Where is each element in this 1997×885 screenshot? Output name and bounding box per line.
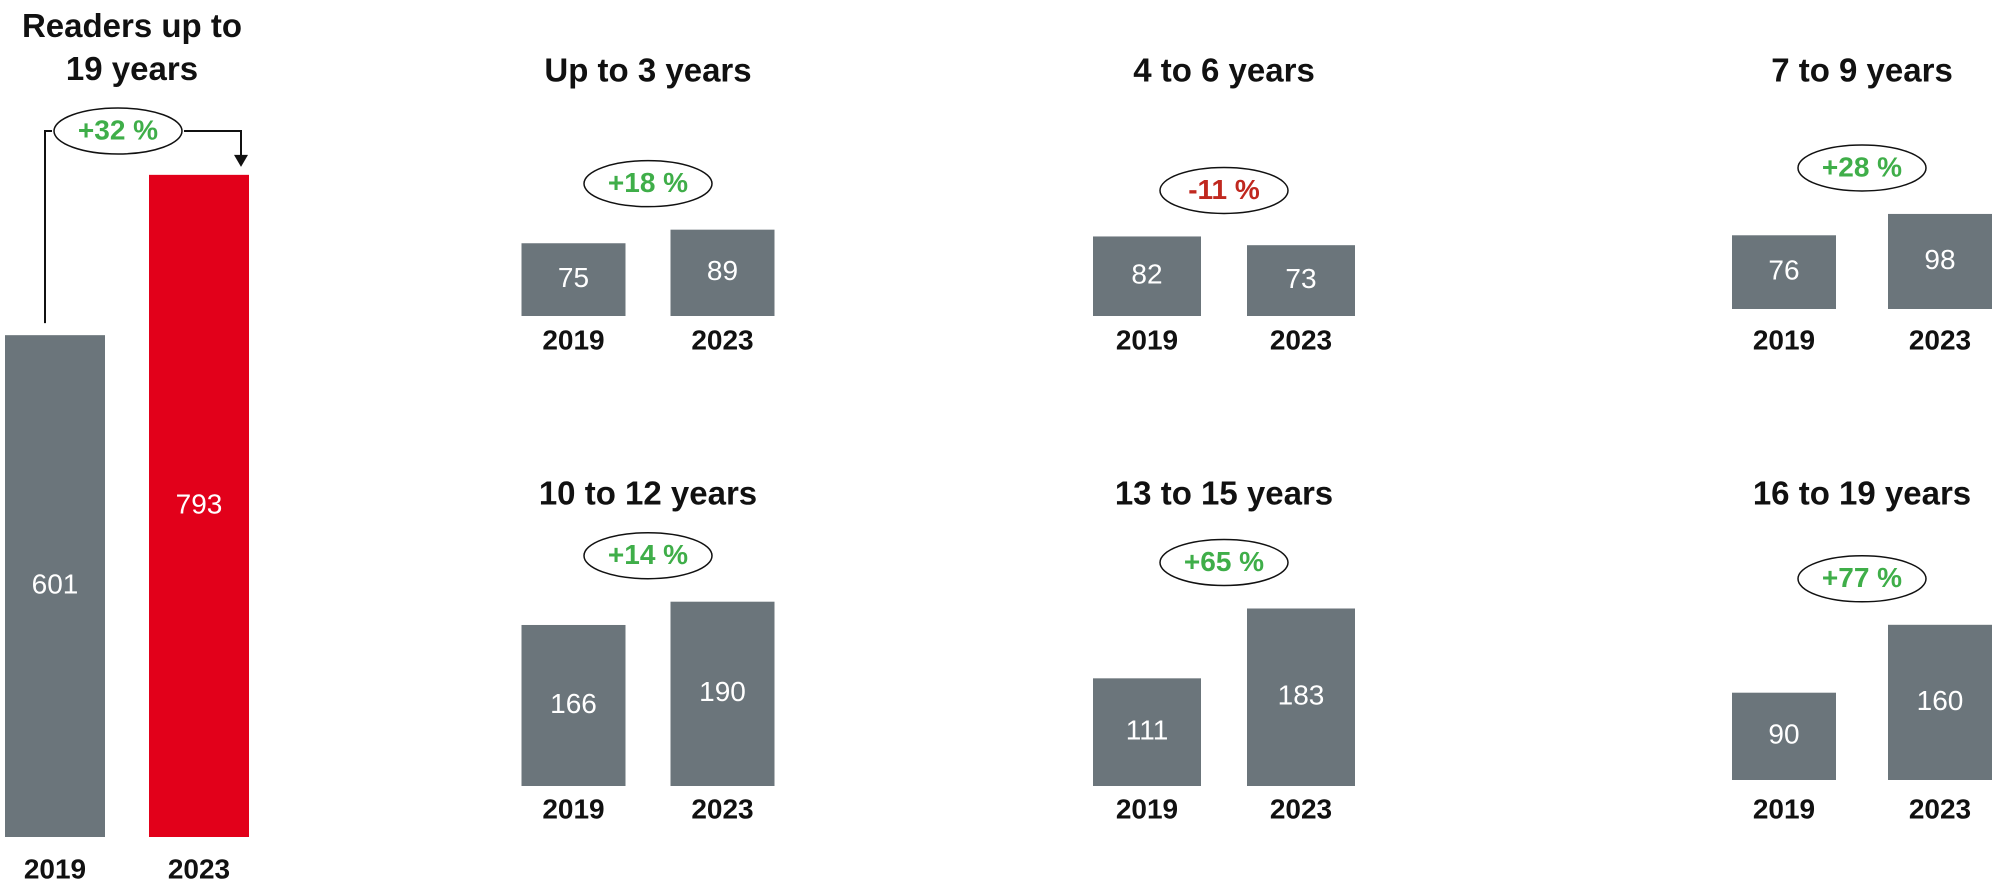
x-tick-label: 2019 [542,324,604,355]
chart-title: Readers up to 19 years [21,7,243,87]
annotation: +65 % [1184,546,1264,577]
bar [1247,608,1355,786]
chart-title: 10 to 12 years [539,475,757,512]
x-tick-label: 2023 [691,324,753,355]
annotation-ellipse [1797,144,1927,192]
bar [670,229,775,316]
bar [5,335,105,837]
chart-title: 13 to 15 years [1115,475,1333,512]
x-tick-label: 2019 [1753,324,1815,355]
annotation-ellipse [1159,538,1289,587]
bracket-line [184,130,242,157]
value-label: 166 [550,688,597,719]
value-label: 98 [1924,244,1955,275]
annotation: +77 % [1822,562,1902,593]
annotation: -11 % [1188,174,1260,205]
bar [521,624,626,786]
annotation: +28 % [1822,151,1902,182]
bar [521,243,626,316]
x-tick-label: 2019 [24,853,86,884]
value-label: 73 [1285,263,1316,294]
bar [1093,236,1201,316]
bar [149,174,249,838]
value-label: 160 [1917,685,1964,716]
chart-title: 4 to 6 years [1133,52,1315,89]
x-tick-label: 2023 [1909,324,1971,355]
bracket-line [44,130,52,324]
annotation: +14 % [608,539,688,570]
value-label: 76 [1768,255,1799,286]
x-tick-label: 2023 [691,793,753,824]
bar [1888,624,1992,780]
bar [1093,678,1201,786]
x-tick-label: 2023 [1909,793,1971,824]
bar [1732,692,1836,780]
value-label: 111 [1126,715,1169,746]
bar [1732,235,1836,309]
value-label: 793 [176,488,223,519]
annotation-ellipse [583,159,713,208]
annotation-ellipse [1159,166,1289,215]
annotation-ellipse [583,531,713,580]
x-tick-label: 2019 [1116,324,1178,355]
value-label: 89 [707,255,738,286]
value-label: 75 [558,262,589,293]
value-label: 190 [699,676,746,707]
x-tick-label: 2019 [1116,793,1178,824]
annotation: +18 % [608,167,688,198]
x-tick-label: 2019 [1753,793,1815,824]
value-label: 90 [1768,719,1799,750]
value-label: 183 [1278,680,1325,711]
bar [1247,245,1355,316]
value-label: 601 [32,568,79,599]
annotation-ellipse [53,107,183,155]
value-label: 82 [1131,259,1162,290]
x-tick-label: 2023 [168,853,230,884]
chart-title: 7 to 9 years [1771,52,1953,89]
arrow-head [234,154,248,167]
x-tick-label: 2023 [1270,793,1332,824]
bar [1888,213,1992,309]
annotation: +32 % [78,114,158,145]
x-tick-label: 2019 [542,793,604,824]
chart-title: Up to 3 years [544,52,751,89]
annotation-ellipse [1797,555,1927,603]
x-tick-label: 2023 [1270,324,1332,355]
bar [670,601,775,786]
chart-title: 16 to 19 years [1753,475,1971,512]
